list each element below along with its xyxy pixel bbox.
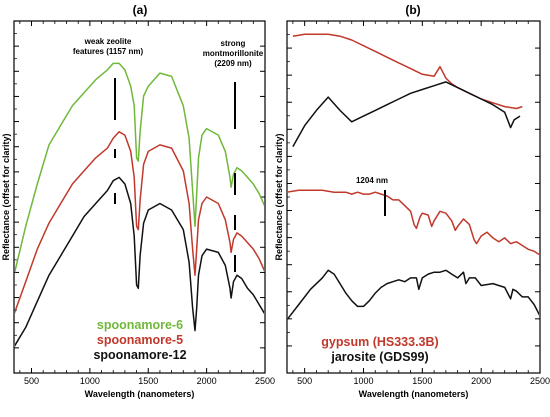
plot-frame [286, 20, 541, 374]
x-axis-label: Wavelength (nanometers) [359, 389, 469, 399]
panel-b: (b) 500 1000 1500 2000 2500 Wavelength (nanome… [274, 3, 550, 399]
annotation-text: strong [221, 39, 246, 48]
x-tick-label: 1500 [412, 376, 432, 386]
y-axis-label: Reflectance (offset for clarity) [274, 133, 284, 260]
annotation-text: 1204 nm [356, 176, 388, 185]
legend-entry: jarosite (GDS99) [330, 350, 428, 364]
series-line-spoonamore-12 [15, 176, 264, 347]
legend-entry: gypsum (HS333.3B) [321, 335, 438, 349]
panel-letter: (a) [133, 3, 148, 17]
legend-entry: spoonamore-5 [97, 333, 183, 347]
x-tick-label: 1000 [353, 376, 373, 386]
x-tick-label: 2500 [255, 376, 275, 386]
x-tick-label: 2500 [530, 376, 550, 386]
series-line-unlabeled [292, 81, 521, 147]
x-tick-label: 1500 [138, 376, 158, 386]
series-line-spoonamore-6 [15, 62, 264, 275]
x-tick-label: 1000 [80, 376, 100, 386]
x-tick-label: 2000 [197, 376, 217, 386]
annotation-text: weak zeolite [84, 37, 132, 46]
panel-letter: (b) [405, 3, 420, 17]
x-tick-label: 2000 [471, 376, 491, 386]
annotation-text: features (1157 nm) [73, 47, 144, 56]
x-tick-label: 500 [24, 376, 39, 386]
series-line-gypsum-hs333-3b [288, 189, 539, 256]
x-tick-label: 500 [297, 376, 312, 386]
annotation-text: (2209 nm) [214, 59, 252, 68]
y-axis-label: Reflectance (offset for clarity) [1, 133, 11, 260]
annotation-text: montmorillonite [203, 49, 264, 58]
legend-entry: spoonamore-6 [97, 318, 183, 332]
panel-a: (a) 500 1000 1500 2000 2500 Wavelength (nanome… [1, 3, 275, 399]
series-line-jarosite-gds99 [288, 269, 539, 320]
series-line-spoonamore-5 [15, 131, 264, 314]
x-axis-label: Wavelength (nanometers) [85, 389, 195, 399]
legend-entry: spoonamore-12 [93, 348, 186, 362]
